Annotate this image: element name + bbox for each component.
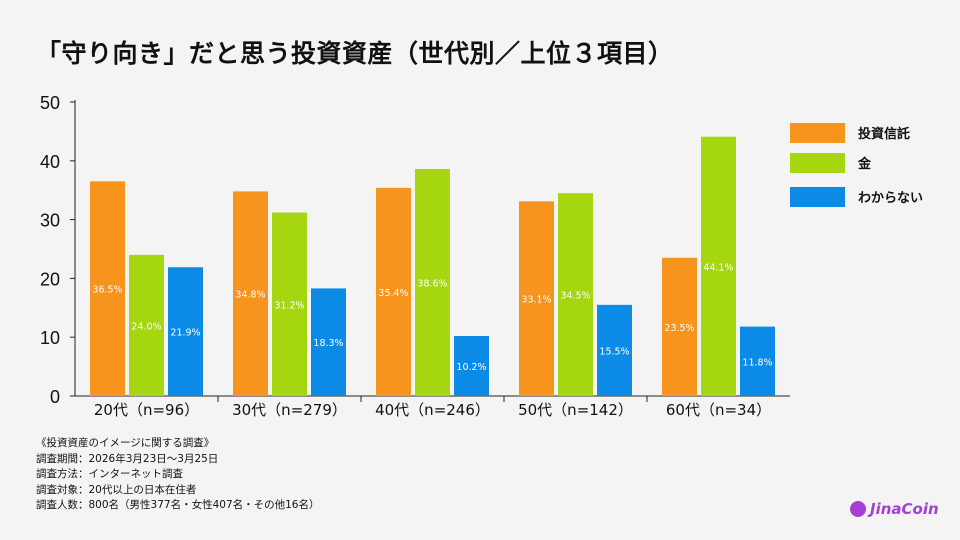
note-line: 《投資資産のイメージに関する調査》 [36,437,215,449]
data-label: 15.5% [599,346,629,357]
legend-label: わからない [858,191,923,206]
bar [129,254,164,396]
data-label: 10.2% [456,362,486,373]
data-label: 38.6% [417,279,447,290]
y-tick-label: 10 [40,328,60,348]
legend-swatch [790,153,845,173]
legend-swatch [790,123,845,143]
x-tick-label: 50代（n=142） [518,401,633,419]
y-tick-label: 40 [40,152,60,172]
data-label: 36.5% [92,285,122,296]
bar [415,169,450,396]
x-tick-label: 40代（n=246） [375,401,490,419]
bar [233,191,268,396]
data-label: 31.2% [274,300,304,311]
x-tick-label: 30代（n=279） [232,401,347,419]
bar [272,212,307,396]
bar [662,257,697,396]
data-label: 34.5% [560,291,590,302]
note-line: 調査人数：800名（男性377名・女性407名・その他16名） [36,499,320,511]
data-label: 24.0% [131,321,161,332]
data-label: 23.5% [664,323,694,334]
logo-icon [850,501,866,517]
note-line: 調査方法：インターネット調査 [36,468,183,480]
data-label: 35.4% [378,288,408,299]
y-tick-label: 30 [40,211,60,231]
data-label: 34.8% [235,290,265,301]
survey-notes: 《投資資産のイメージに関する調査》 調査期間：2026年3月23日〜3月25日 … [36,436,319,514]
data-label: 21.9% [170,328,200,339]
logo-text: JinaCoin [870,500,939,518]
legend-swatch [790,187,845,207]
y-tick-label: 0 [50,387,60,407]
bar [597,304,632,396]
bar [376,187,411,396]
x-tick-label: 20代（n=96） [94,401,199,419]
note-line: 調査対象：20代以上の日本在住者 [36,483,197,496]
bar [701,136,736,396]
data-label: 44.1% [703,262,733,273]
y-tick-label: 20 [40,269,60,289]
chart-title: 「守り向き」だと思う投資資産（世代別／上位３項目） [36,39,674,68]
bar [311,288,346,396]
bar [454,336,489,396]
bar [519,201,554,396]
x-tick-label: 60代（n=34） [666,401,771,419]
bar [740,326,775,396]
data-label: 18.3% [313,338,343,349]
bar [168,267,203,396]
legend-label: 金 [857,156,872,172]
bar [558,193,593,396]
y-tick-label: 50 [40,93,60,113]
data-label: 33.1% [521,295,551,306]
legend-label: 投資信託 [858,126,910,142]
bar [90,181,125,396]
logo: JinaCoin [850,500,939,518]
data-label: 11.8% [742,357,772,368]
note-line: 調査期間：2026年3月23日〜3月25日 [36,452,219,465]
